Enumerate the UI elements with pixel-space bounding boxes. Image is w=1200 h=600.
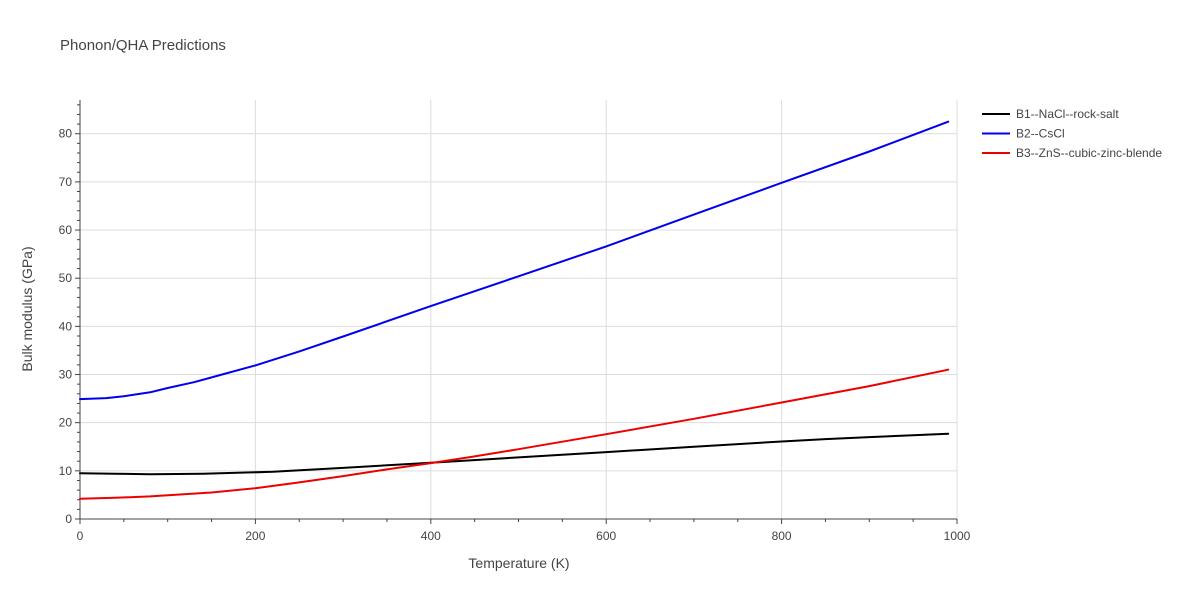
y-axis-title: Bulk modulus (GPa) <box>19 246 35 371</box>
y-tick-label: 10 <box>59 464 73 478</box>
legend-label: B3--ZnS--cubic-zinc-blende <box>1016 146 1162 160</box>
chart-title: Phonon/QHA Predictions <box>60 37 226 54</box>
x-tick-label: 600 <box>596 529 616 543</box>
y-tick-label: 60 <box>59 223 73 237</box>
x-tick-label: 800 <box>772 529 792 543</box>
series-line-1 <box>79 432 950 476</box>
legend-item[interactable]: B3--ZnS--cubic-zinc-blende <box>982 146 1162 160</box>
y-tick-label: 40 <box>59 319 73 333</box>
x-tick-label: 200 <box>245 529 265 543</box>
x-tick-label: 1000 <box>944 529 971 543</box>
series-layer <box>79 120 950 500</box>
x-tick-label: 0 <box>77 529 84 543</box>
x-axis-title: Temperature (K) <box>468 555 569 571</box>
y-tick-label: 70 <box>59 175 73 189</box>
y-tick-label: 20 <box>59 416 73 430</box>
series-line-3 <box>79 368 950 500</box>
legend-label: B1--NaCl--rock-salt <box>1016 107 1119 121</box>
legend-label: B2--CsCl <box>1016 127 1065 141</box>
legend-item[interactable]: B1--NaCl--rock-salt <box>982 107 1119 121</box>
series-line-2 <box>79 120 950 401</box>
y-tick-label: 80 <box>59 127 73 141</box>
legend[interactable]: B1--NaCl--rock-salt B2--CsCl B3--ZnS--cubi… <box>982 107 1162 160</box>
y-tick-label: 50 <box>59 271 73 285</box>
x-tick-label: 400 <box>421 529 441 543</box>
y-tick-label: 0 <box>65 512 72 526</box>
y-tick-label: 30 <box>59 368 73 382</box>
grid <box>80 100 958 519</box>
legend-item[interactable]: B2--CsCl <box>982 127 1065 141</box>
